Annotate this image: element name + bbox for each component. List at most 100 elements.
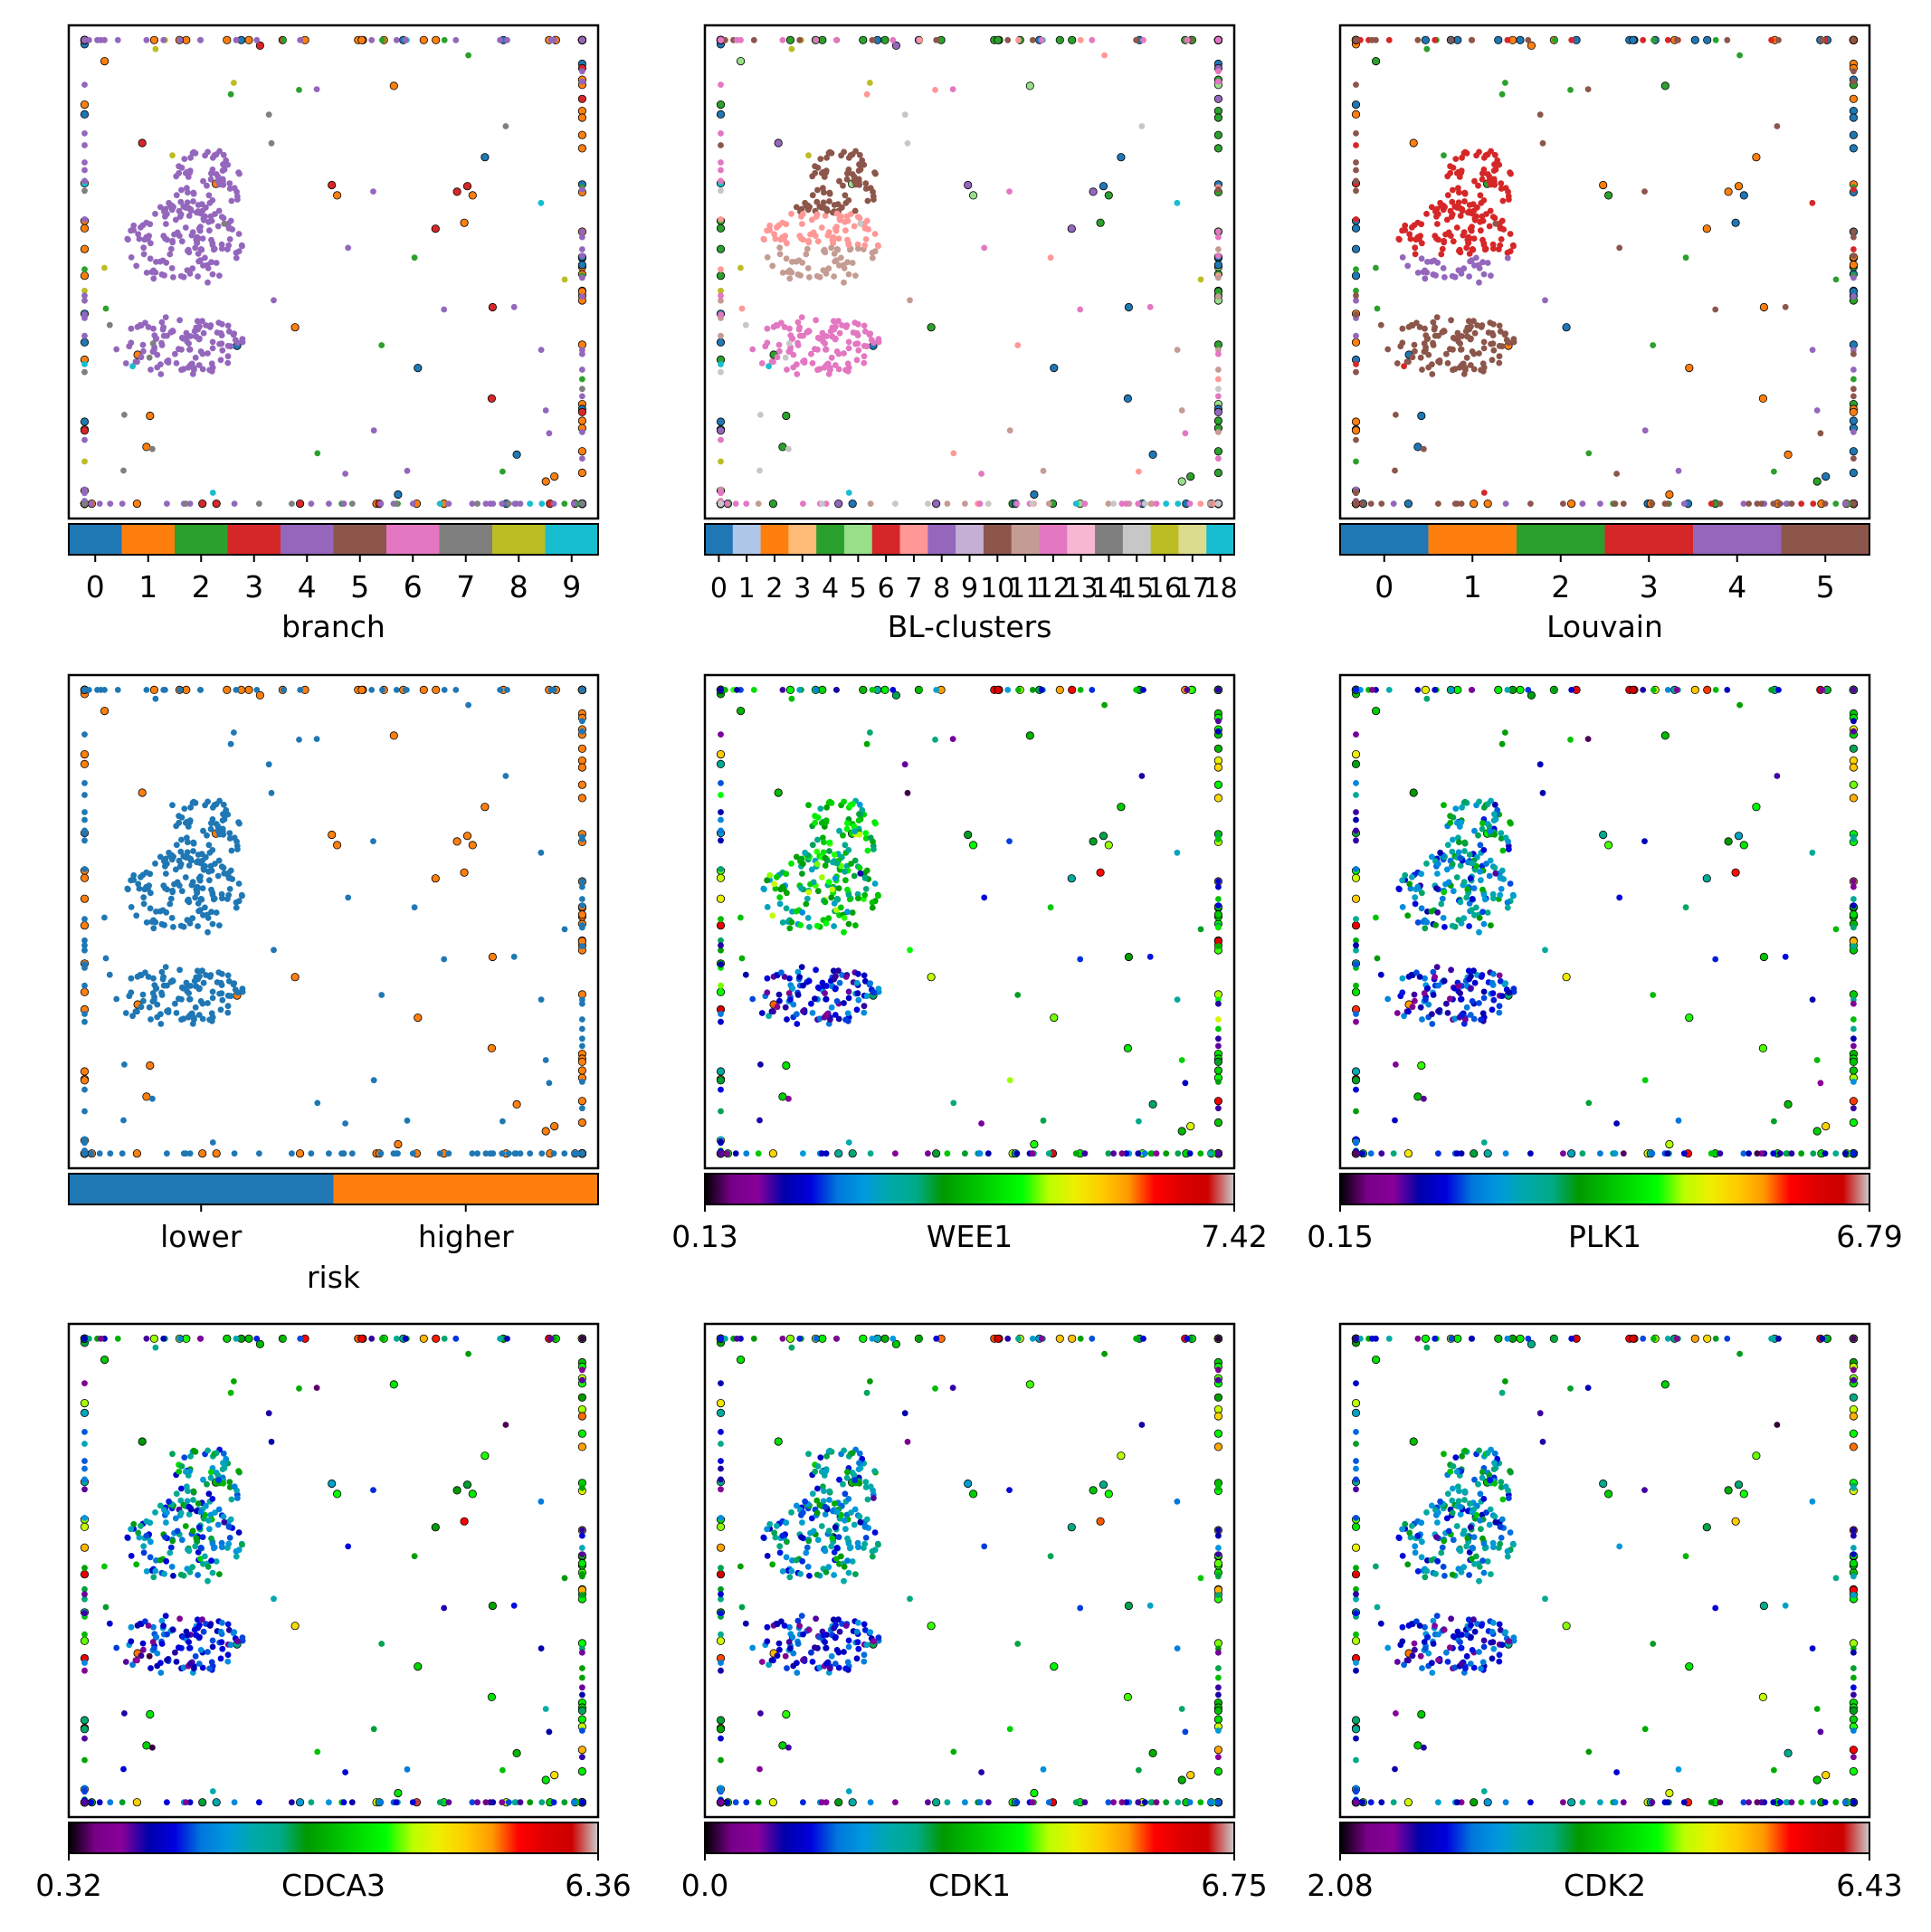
colorbar-segment bbox=[1781, 524, 1870, 555]
graph-node bbox=[1466, 923, 1472, 929]
graph-node bbox=[208, 909, 215, 916]
graph-node bbox=[162, 964, 169, 970]
graph-node bbox=[1496, 359, 1503, 366]
graph-node bbox=[561, 1150, 568, 1157]
graph-node bbox=[817, 156, 824, 163]
graph-node bbox=[718, 1150, 724, 1157]
graph-node bbox=[826, 839, 833, 846]
graph-node bbox=[1353, 187, 1359, 195]
graph-node bbox=[775, 341, 783, 348]
graph-node bbox=[1759, 952, 1769, 962]
graph-node bbox=[1712, 36, 1719, 43]
graph-node bbox=[225, 874, 233, 881]
graph-node bbox=[1731, 218, 1740, 227]
graph-node bbox=[81, 187, 88, 195]
graph-node bbox=[1425, 351, 1432, 358]
graph-node bbox=[172, 350, 178, 357]
graph-node bbox=[1813, 1057, 1821, 1063]
graph-node bbox=[1110, 1150, 1117, 1157]
graph-node bbox=[152, 695, 159, 702]
graph-node bbox=[1461, 839, 1469, 846]
graph-node bbox=[1506, 989, 1512, 996]
graph-node bbox=[579, 1042, 585, 1050]
graph-node bbox=[1110, 500, 1117, 507]
graph-node bbox=[502, 123, 509, 129]
graph-node bbox=[833, 896, 841, 902]
colorbar-segment bbox=[732, 524, 762, 555]
graph-node bbox=[1175, 1150, 1182, 1157]
graph-node bbox=[845, 490, 852, 496]
graph-node bbox=[186, 995, 194, 1003]
graph-node bbox=[857, 870, 864, 877]
graph-node bbox=[1579, 500, 1586, 507]
graph-node bbox=[541, 1127, 550, 1136]
graph-node bbox=[226, 186, 233, 192]
graph-node bbox=[1850, 1025, 1857, 1033]
graph-node bbox=[1147, 500, 1155, 507]
graph-node bbox=[1067, 224, 1076, 233]
graph-node bbox=[1850, 350, 1857, 357]
graph-node bbox=[1629, 685, 1638, 695]
graph-node bbox=[810, 879, 817, 886]
graph-node bbox=[1215, 924, 1222, 931]
graph-node bbox=[813, 272, 821, 280]
graph-node bbox=[770, 358, 776, 366]
graph-node bbox=[1215, 36, 1222, 43]
graph-node bbox=[1394, 360, 1401, 366]
graph-node bbox=[718, 1018, 724, 1025]
graph-node bbox=[541, 477, 550, 486]
graph-node bbox=[1213, 468, 1223, 478]
graph-node bbox=[1429, 371, 1436, 377]
graph-node bbox=[128, 254, 135, 261]
graph-node bbox=[199, 967, 205, 975]
graph-node bbox=[1428, 908, 1435, 915]
graph-node bbox=[204, 182, 210, 189]
graph-node bbox=[784, 890, 790, 897]
graph-node bbox=[177, 861, 185, 868]
colorbar-tick-label: 1 bbox=[138, 569, 157, 604]
graph-node bbox=[152, 269, 159, 276]
graph-node bbox=[794, 371, 801, 377]
graph-node bbox=[1378, 500, 1385, 507]
graph-node bbox=[1809, 996, 1816, 1003]
graph-node bbox=[191, 366, 197, 374]
graph-node bbox=[849, 801, 856, 808]
graph-node bbox=[1423, 269, 1431, 276]
graph-node bbox=[833, 998, 841, 1004]
graph-node bbox=[1213, 416, 1223, 425]
graph-node bbox=[205, 218, 213, 225]
graph-node bbox=[1479, 1010, 1487, 1017]
graph-node bbox=[867, 1150, 874, 1157]
graph-node bbox=[81, 792, 88, 798]
graph-node bbox=[1412, 900, 1419, 908]
graph-node bbox=[313, 86, 320, 92]
graph-node bbox=[716, 987, 726, 996]
graph-node bbox=[1449, 211, 1456, 218]
graph-node bbox=[863, 740, 870, 747]
graph-node bbox=[340, 1150, 347, 1157]
graph-node bbox=[1813, 407, 1821, 414]
graph-node bbox=[864, 847, 871, 854]
graph-node bbox=[139, 341, 147, 348]
graph-node bbox=[1724, 36, 1731, 43]
graph-node bbox=[861, 972, 868, 979]
graph-node bbox=[1849, 1066, 1858, 1075]
graph-node bbox=[445, 500, 452, 507]
graph-node bbox=[1498, 993, 1506, 1000]
graph-node bbox=[862, 236, 870, 243]
graph-node bbox=[851, 178, 859, 186]
graph-node bbox=[414, 1014, 423, 1023]
colorbar-tick-label: 6 bbox=[404, 569, 423, 604]
graph-node bbox=[1768, 687, 1774, 693]
graph-node bbox=[182, 170, 189, 176]
graph-node bbox=[1516, 685, 1525, 695]
graph-node bbox=[174, 229, 181, 236]
graph-node bbox=[1849, 407, 1858, 416]
graph-node bbox=[794, 992, 802, 998]
graph-node bbox=[1077, 306, 1084, 313]
graph-node bbox=[579, 233, 585, 241]
graph-node bbox=[1390, 500, 1397, 507]
graph-node bbox=[1148, 1099, 1157, 1109]
graph-node bbox=[1457, 854, 1464, 861]
